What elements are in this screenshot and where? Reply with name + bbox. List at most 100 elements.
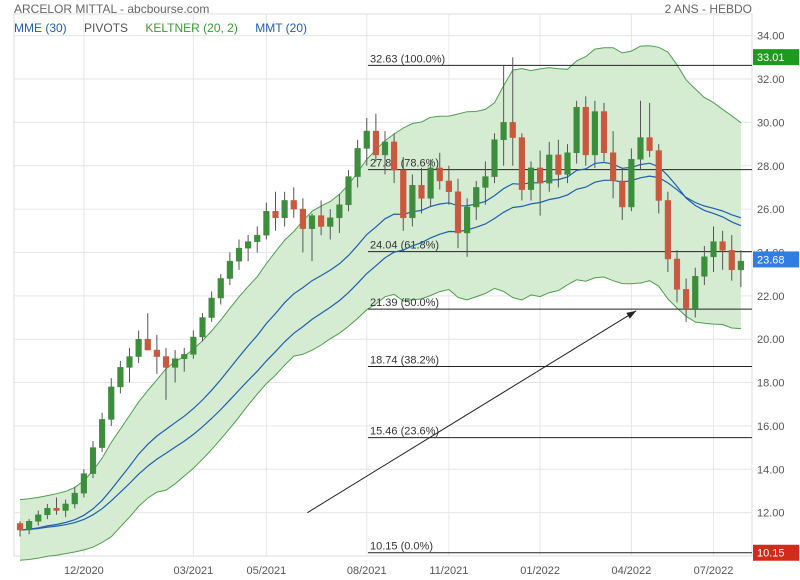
candle bbox=[673, 250, 681, 303]
candle-body bbox=[208, 297, 215, 318]
candle-body bbox=[391, 141, 398, 171]
candle bbox=[281, 191, 288, 227]
candle-body bbox=[254, 234, 261, 242]
keltner-upper-line bbox=[19, 45, 742, 501]
candle-body bbox=[327, 217, 334, 227]
candle-body bbox=[226, 260, 233, 279]
y-tick-label: 22.00 bbox=[757, 291, 785, 303]
candle bbox=[108, 378, 115, 426]
candle bbox=[272, 191, 279, 231]
candle bbox=[537, 150, 544, 216]
candle bbox=[290, 187, 297, 218]
candle-body bbox=[564, 152, 571, 175]
candle-body bbox=[299, 208, 306, 229]
candle bbox=[445, 165, 452, 205]
candle bbox=[591, 100, 598, 168]
candle bbox=[263, 202, 270, 240]
chart-title: ARCELOR MITTAL - abcbourse.com bbox=[14, 2, 210, 16]
candle-body bbox=[62, 503, 69, 511]
candle bbox=[418, 167, 425, 214]
price-badge-label: 33.01 bbox=[757, 52, 785, 64]
candle-body bbox=[518, 137, 525, 190]
candle-body bbox=[610, 152, 617, 182]
candle-body bbox=[482, 176, 489, 188]
legend-mme[interactable]: MME (30) bbox=[14, 21, 67, 35]
candlesticks bbox=[16, 57, 744, 537]
candle-body bbox=[500, 122, 507, 140]
candle bbox=[710, 226, 717, 272]
candle bbox=[600, 102, 608, 162]
legend-mmt[interactable]: MMT (20) bbox=[255, 21, 307, 35]
candle bbox=[190, 330, 197, 359]
candle-body bbox=[308, 215, 316, 229]
candle bbox=[318, 200, 325, 236]
candle bbox=[646, 102, 653, 158]
price-badge bbox=[753, 49, 799, 66]
candle bbox=[117, 360, 124, 394]
candle-body bbox=[537, 167, 544, 184]
candle bbox=[226, 252, 233, 285]
candle-body bbox=[281, 200, 288, 219]
candle bbox=[482, 161, 489, 205]
candle-body bbox=[445, 180, 452, 193]
candle-body bbox=[363, 130, 370, 149]
candle bbox=[527, 161, 535, 201]
candle-body bbox=[436, 167, 443, 182]
candle-body bbox=[655, 150, 662, 201]
candle-body bbox=[418, 185, 425, 199]
candle bbox=[44, 503, 51, 520]
mmt-line bbox=[19, 161, 742, 531]
candle-body bbox=[263, 211, 270, 236]
candle-body bbox=[354, 148, 361, 177]
candle-body bbox=[80, 473, 87, 494]
keltner-lower-line bbox=[19, 276, 741, 561]
legend-keltner[interactable]: KELTNER (20, 2) bbox=[145, 21, 238, 35]
candle-body bbox=[144, 338, 151, 351]
candle bbox=[692, 267, 699, 318]
candle bbox=[655, 144, 662, 214]
candle bbox=[473, 180, 480, 220]
candle bbox=[564, 144, 571, 184]
candle bbox=[308, 213, 316, 262]
trend-arrow bbox=[307, 310, 637, 514]
trend-arrow-head bbox=[626, 310, 637, 319]
candle bbox=[71, 486, 78, 509]
candle bbox=[53, 497, 60, 515]
candle bbox=[245, 235, 252, 262]
candle bbox=[363, 118, 370, 166]
candle bbox=[464, 198, 471, 257]
fib-label: 15.46 (23.6%) bbox=[370, 426, 439, 438]
fib-label: 21.39 (50.0%) bbox=[370, 297, 439, 309]
candle bbox=[172, 350, 179, 383]
candle bbox=[372, 113, 379, 162]
candle-body bbox=[409, 185, 416, 219]
candle bbox=[628, 148, 635, 212]
candle-body bbox=[26, 521, 33, 531]
y-tick-label: 18.00 bbox=[757, 378, 785, 390]
candle-body bbox=[427, 167, 434, 199]
candle bbox=[126, 347, 133, 383]
price-badge-label: 23.68 bbox=[757, 254, 785, 266]
y-tick-label: 12.00 bbox=[757, 508, 785, 520]
candle-body bbox=[555, 154, 562, 175]
candle bbox=[345, 170, 352, 212]
candle bbox=[637, 100, 644, 171]
candle-body bbox=[582, 106, 589, 156]
candle-body bbox=[637, 137, 644, 160]
legend-pivots[interactable]: PIVOTS bbox=[84, 21, 129, 35]
candle bbox=[144, 313, 151, 351]
candle-body bbox=[527, 167, 535, 190]
candle-body bbox=[290, 200, 297, 210]
candle-body bbox=[491, 139, 498, 177]
candle bbox=[573, 100, 580, 164]
candle-body bbox=[217, 278, 224, 299]
candle-body bbox=[172, 358, 179, 368]
y-tick-label: 20.00 bbox=[757, 334, 785, 346]
candle bbox=[99, 412, 106, 452]
candle bbox=[436, 152, 443, 190]
candle bbox=[89, 441, 97, 478]
candle bbox=[217, 274, 224, 305]
x-tick-label: 12/2020 bbox=[64, 565, 104, 577]
candle bbox=[491, 133, 498, 184]
